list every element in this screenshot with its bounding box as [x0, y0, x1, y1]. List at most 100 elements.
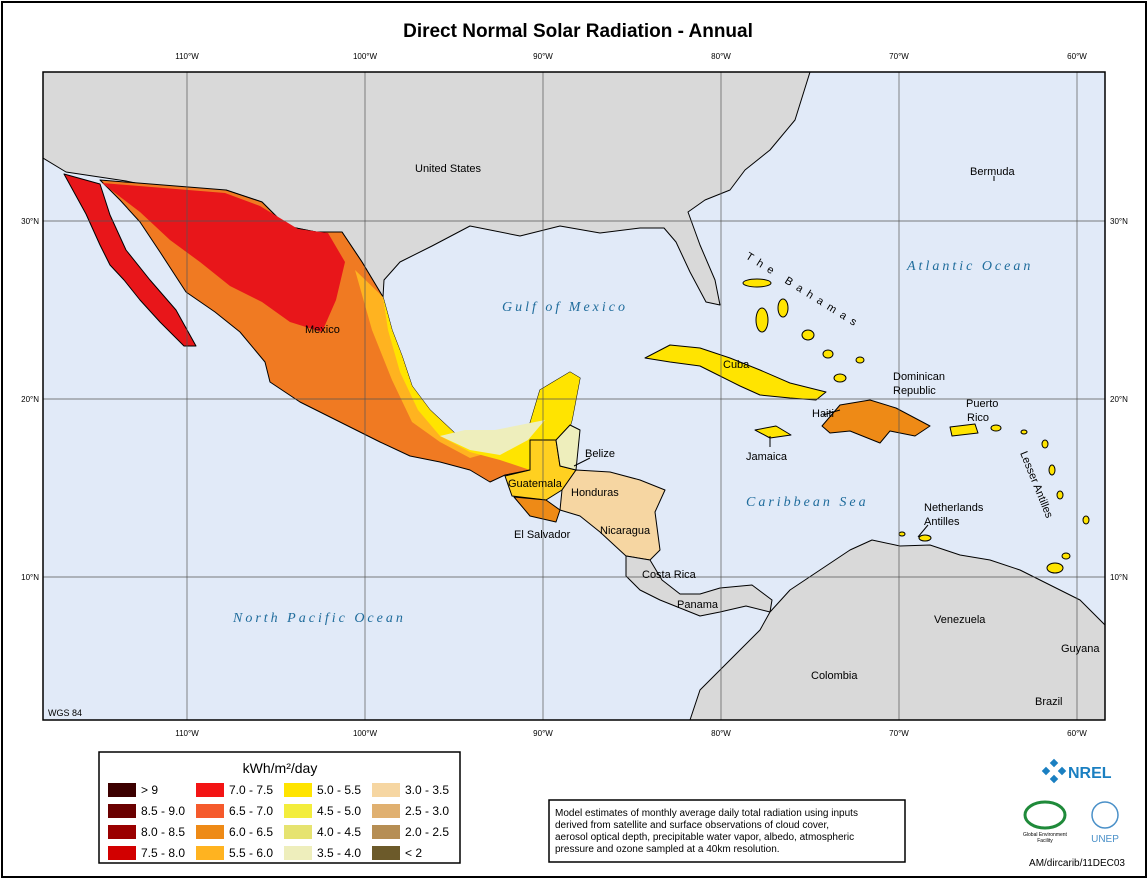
legend-label: 3.0 - 3.5 [405, 783, 449, 797]
place-label: Haiti [812, 408, 834, 420]
legend-label: 7.5 - 8.0 [141, 846, 185, 860]
island [801, 329, 815, 341]
land-belize [555, 424, 581, 471]
longitude-label: 60°W [1067, 52, 1087, 61]
unep-logo: UNEP [1091, 801, 1119, 845]
island [918, 534, 932, 542]
island [777, 298, 789, 318]
longitude-label: 100°W [353, 52, 378, 61]
longitude-label: 70°W [889, 729, 909, 738]
latitude-label: 20°N [1110, 395, 1128, 404]
map-frame [42, 71, 1106, 721]
datum-label: WGS 84 [48, 708, 82, 718]
legend-swatch [108, 804, 136, 818]
legend-label: 5.5 - 6.0 [229, 846, 273, 860]
land-south-america [689, 539, 1105, 720]
nrel-logo: NREL [1041, 758, 1112, 784]
place-label: Rico [967, 412, 989, 424]
nrel-mark [1041, 758, 1067, 784]
longitude-label: 90°W [533, 729, 553, 738]
logo-dot [1049, 758, 1059, 768]
place-label: El Salvador [514, 529, 571, 541]
logo-dot [1049, 774, 1059, 784]
legend-swatch [372, 846, 400, 860]
graticule-labels: 110°W 110°W 100°W 100°W 90°W 90°W 80°W 80°W 70°W… [21, 52, 1128, 738]
legend-swatch [196, 804, 224, 818]
gef-text: Global Environment [1023, 832, 1068, 838]
legend-swatch [108, 846, 136, 860]
island [1046, 562, 1064, 574]
note-line: pressure and ozone sampled at a 40km res… [555, 844, 780, 855]
longitude-label: 70°W [889, 52, 909, 61]
note-text: Model estimates of monthly average daily… [555, 808, 858, 855]
legend-swatch [372, 825, 400, 839]
island [855, 356, 865, 364]
place-label: Mexico [305, 324, 340, 336]
water-label: Atlantic Ocean [906, 259, 1033, 274]
note-line: Model estimates of monthly average daily… [555, 808, 858, 819]
legend-label: 5.0 - 5.5 [317, 783, 361, 797]
place-label: Guatemala [508, 478, 563, 490]
latitude-label: 20°N [21, 395, 39, 404]
land-honduras-nicaragua [559, 469, 666, 561]
legend-swatch [372, 804, 400, 818]
logo-dot [1041, 766, 1051, 776]
island [755, 307, 769, 333]
place-label: Nicaragua [600, 525, 651, 537]
longitude-label: 90°W [533, 52, 553, 61]
land-cuba [644, 344, 827, 401]
legend-label: 6.5 - 7.0 [229, 804, 273, 818]
legend-label: 4.0 - 4.5 [317, 825, 361, 839]
radiation-low [440, 420, 545, 455]
legend-title: kWh/m²/day [243, 760, 318, 776]
place-label: Belize [585, 448, 615, 460]
radiation-high [102, 183, 345, 332]
legend-swatch [284, 825, 312, 839]
place-label: Brazil [1035, 696, 1063, 708]
legend-swatch [284, 804, 312, 818]
legend-items: > 9 8.5 - 9.0 8.0 - 8.5 7.5 - 8.0 7.0 - 7.5 6… [108, 783, 449, 860]
island [1082, 515, 1090, 525]
place-label: Bermuda [970, 166, 1016, 178]
island [898, 531, 906, 537]
place-label: Puerto [966, 398, 998, 410]
gef-logo: Global Environment Facility [1023, 800, 1068, 844]
place-label: Honduras [571, 487, 619, 499]
legend-label: 7.0 - 7.5 [229, 783, 273, 797]
island [1041, 439, 1049, 449]
unep-mark [1091, 801, 1119, 829]
island [1048, 464, 1056, 476]
water-label: North Pacific Ocean [232, 611, 406, 626]
place-label: Panama [677, 599, 719, 611]
longitude-label: 80°W [711, 52, 731, 61]
land-hispaniola [821, 399, 931, 444]
graticule [43, 72, 1105, 720]
leader-lines [573, 176, 995, 538]
unep-text: UNEP [1091, 834, 1119, 845]
longitude-label: 80°W [711, 729, 731, 738]
legend-label: 8.5 - 9.0 [141, 804, 185, 818]
place-label: Venezuela [934, 614, 986, 626]
legend-label: 8.0 - 8.5 [141, 825, 185, 839]
legend-swatch [108, 783, 136, 797]
legend-swatch [196, 783, 224, 797]
legend-swatch [372, 783, 400, 797]
legend-swatch [284, 846, 312, 860]
land-puerto-rico [949, 423, 979, 437]
map-area: United States Bermuda Mexico Cuba Domini… [43, 72, 1105, 720]
radiation-mid [355, 270, 498, 458]
legend-swatch [284, 783, 312, 797]
place-label: Netherlands [924, 502, 984, 514]
islands-lesser-antilles [898, 424, 1090, 574]
island [1056, 490, 1064, 500]
place-label: United States [415, 163, 482, 175]
longitude-label: 100°W [353, 729, 378, 738]
legend-swatch [196, 846, 224, 860]
legend-label: 6.0 - 6.5 [229, 825, 273, 839]
place-label: Antilles [924, 516, 960, 528]
island [1020, 429, 1028, 435]
legend-label: 4.5 - 5.0 [317, 804, 361, 818]
legend-label: 2.0 - 2.5 [405, 825, 449, 839]
